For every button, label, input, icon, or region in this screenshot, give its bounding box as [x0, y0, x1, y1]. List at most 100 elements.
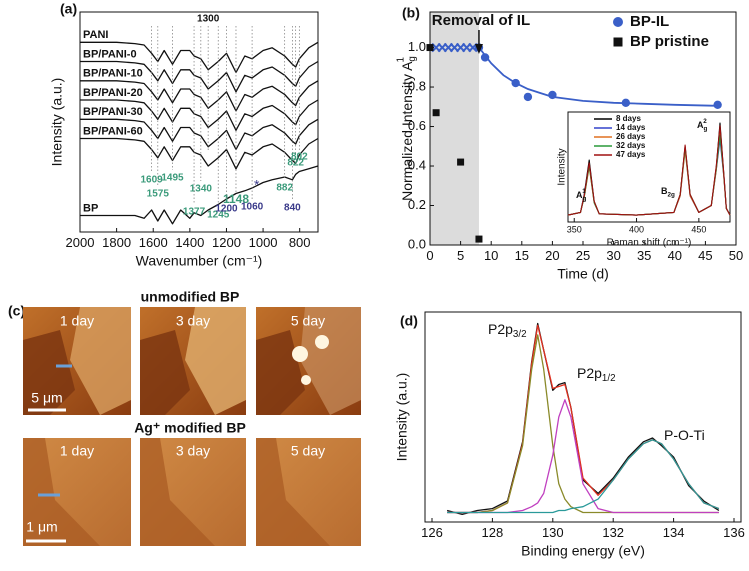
series-line: [80, 165, 319, 225]
peak-label-main: P2p: [488, 321, 513, 337]
panel-label: (a): [60, 1, 77, 17]
y-axis-label: Intensity (a.u.): [49, 78, 65, 167]
y-tick-label: 0.2: [408, 197, 426, 212]
row-title: Ag⁺ modified BP: [134, 420, 246, 436]
peak-label: P-O-Ti: [664, 427, 705, 443]
image-label: 1 day: [60, 313, 94, 329]
series-line: [80, 137, 319, 170]
series-label: BP: [83, 202, 98, 214]
marker-label: 1148: [223, 192, 249, 206]
image-label: 3 day: [176, 443, 210, 459]
plot-frame: [79, 11, 319, 233]
peak-label-sub: g: [583, 195, 587, 202]
marker-label: 1495: [161, 173, 184, 184]
x-tick-label: 132: [602, 525, 624, 540]
y-tick-label: 1.0: [408, 39, 426, 54]
marker-label: 882: [276, 183, 293, 194]
peak-label: P2p1/2: [577, 365, 616, 384]
image-label: 1 day: [60, 443, 94, 459]
x-axis-label: Binding energy (eV): [521, 543, 645, 559]
marker-label: 802: [291, 152, 308, 163]
afm-panel: (c) unmodified BP 1 day 5 μm 3 day 5 day…: [8, 289, 361, 546]
panel-label: (d): [400, 313, 418, 329]
x-tick-label: 2000: [66, 235, 95, 250]
x-tick-label: 130: [542, 525, 564, 540]
point: [475, 235, 483, 243]
annotation: Removal of IL: [432, 12, 530, 29]
x-tick-label: 134: [663, 525, 685, 540]
peak-label-main: B: [661, 186, 668, 196]
afm-image: [256, 307, 361, 415]
y-tick-label: 0.4: [408, 157, 426, 172]
series-line: [447, 334, 719, 514]
x-axis-label: Time (d): [557, 266, 609, 282]
x-tick-label: 1000: [249, 235, 278, 250]
series-line: [447, 399, 719, 514]
marker-label: 1609: [140, 175, 163, 186]
series-line: [567, 125, 731, 216]
x-tick-label: 0: [426, 248, 433, 263]
x-tick-label: 126: [421, 525, 443, 540]
chart: (d) 126 128 130 132 134 136 Binding energy (eV)…: [394, 311, 745, 559]
annotation: *: [254, 177, 260, 193]
afm-image: [140, 438, 246, 546]
marker-label: 1575: [147, 189, 170, 200]
point: [523, 92, 533, 102]
afm-image: [23, 438, 131, 546]
peak-label: Ag2: [697, 118, 708, 133]
legend-label: 32 days: [616, 141, 646, 150]
x-axis-label: Raman shift (cm⁻¹): [607, 237, 692, 248]
x-tick-label: 45: [698, 248, 712, 263]
chart: 350 400 450 Raman shift (cm⁻¹) Intensity 8 da…: [557, 111, 731, 248]
series-label: PANI: [83, 29, 108, 41]
marker-label: 1200: [215, 204, 238, 215]
y-axis-label: Intensity: [557, 148, 568, 185]
panel-label: (c): [8, 303, 25, 319]
x-tick-label: 20: [545, 248, 559, 263]
marker-label: 1377: [183, 207, 206, 218]
marker-label: 1060: [241, 202, 264, 213]
legend-label: BP pristine: [630, 33, 709, 50]
series-label: BP/PANI-60: [83, 125, 143, 137]
point: [457, 158, 465, 166]
marker-label: 1340: [190, 184, 213, 195]
x-tick-label: 40: [668, 248, 682, 263]
peak-label: B2g: [661, 186, 675, 198]
afm-image: [256, 438, 361, 546]
peak-label-main: P2p: [577, 365, 602, 381]
y-tick-label: 0.0: [408, 236, 426, 251]
y-axis-label: Intensity (a.u.): [394, 373, 410, 462]
x-tick-label: 15: [515, 248, 529, 263]
y-axis-label-sub: g: [407, 56, 418, 61]
y-axis-label-sup: 1: [395, 57, 406, 62]
x-tick-label: 350: [567, 224, 582, 234]
series-line: [446, 322, 720, 516]
peak-label-main: A: [697, 120, 704, 130]
x-tick-label: 400: [629, 224, 644, 234]
x-tick-label: 1800: [102, 235, 131, 250]
plot-frame: [567, 111, 731, 223]
legend-marker: [613, 17, 623, 27]
legend-label: BP-IL: [630, 13, 669, 30]
chart: (a) 2000 1800 1600 1400 1200 1000 800 Wavenumber…: [49, 1, 319, 269]
legend-label: 47 days: [616, 150, 646, 159]
x-tick-label: 35: [637, 248, 651, 263]
point: [426, 44, 434, 52]
x-tick-label: 1400: [175, 235, 204, 250]
legend-label: 14 days: [616, 123, 646, 132]
x-tick-label: 1200: [212, 235, 241, 250]
panel-label: (b): [402, 5, 420, 21]
x-axis-label: Wavenumber (cm⁻¹): [136, 253, 263, 269]
fit-line: [478, 46, 718, 107]
series-line: [80, 41, 319, 74]
series-line: [447, 439, 720, 514]
x-tick-label: 10: [484, 248, 498, 263]
x-tick-label: 128: [482, 525, 504, 540]
row-title: unmodified BP: [141, 289, 240, 305]
plot-frame: [424, 311, 742, 523]
scale-bar-label: 1 μm: [26, 519, 57, 535]
marker-label: 822: [287, 158, 304, 169]
series-label: BP/PANI-30: [83, 106, 143, 118]
peak-label-sup: 2: [703, 118, 707, 125]
